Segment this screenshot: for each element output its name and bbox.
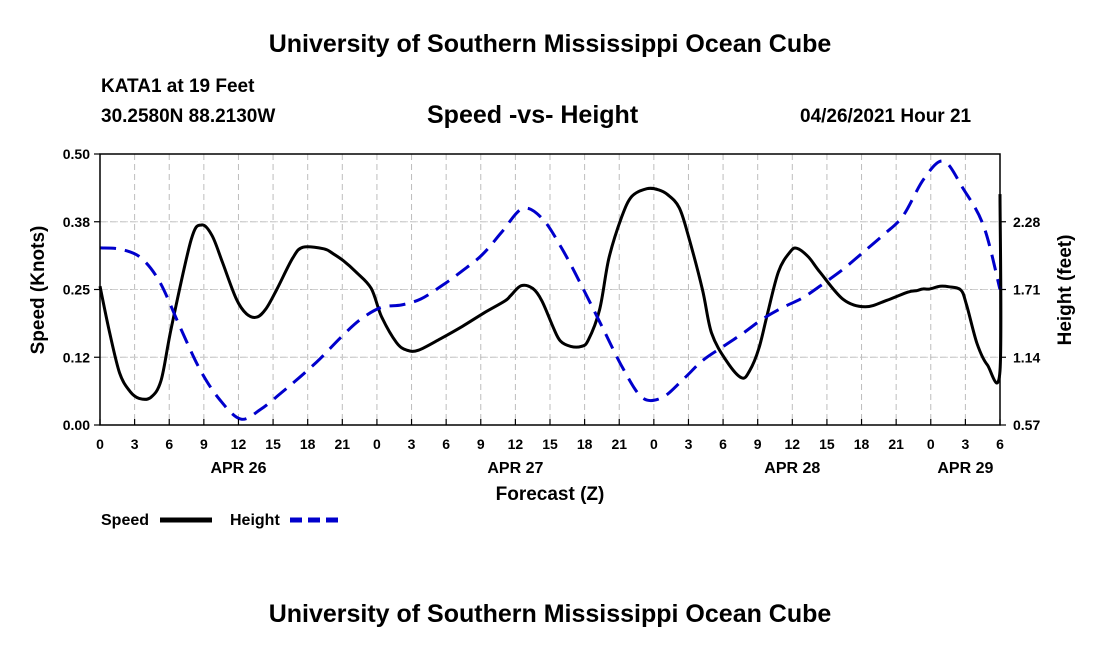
x-tick-label: 15 xyxy=(819,436,835,452)
x-tick-label: 6 xyxy=(719,436,727,452)
x-tick-label: 3 xyxy=(961,436,969,452)
y2-tick-label: 2.28 xyxy=(1013,214,1040,230)
y-tick-label: 0.25 xyxy=(63,282,90,298)
x-tick-label: 15 xyxy=(542,436,558,452)
x-tick-label: 18 xyxy=(854,436,870,452)
x-tick-label: 12 xyxy=(231,436,247,452)
y-axis-label: Speed (Knots) xyxy=(28,226,49,355)
y-tick-label: 0.38 xyxy=(63,214,90,230)
legend-label-height: Height xyxy=(230,512,280,529)
x-tick-label: 18 xyxy=(577,436,593,452)
x-tick-label: 6 xyxy=(996,436,1004,452)
day-label: APR 28 xyxy=(764,460,820,477)
x-tick-label: 12 xyxy=(785,436,801,452)
x-tick-label: 21 xyxy=(335,436,351,452)
grid xyxy=(100,154,1000,426)
y-tick-label: 0.50 xyxy=(63,146,90,162)
series-line-height xyxy=(99,159,1002,421)
x-tick-label: 3 xyxy=(685,436,693,452)
x-tick-label: 9 xyxy=(754,436,762,452)
x-axis-label: Forecast (Z) xyxy=(496,484,605,505)
y2-tick-label: 1.14 xyxy=(1013,349,1040,365)
y-tick-label: 0.12 xyxy=(63,349,90,365)
series-line-speed xyxy=(98,186,1003,401)
x-tick-label: 21 xyxy=(888,436,904,452)
x-tick-label: 15 xyxy=(265,436,281,452)
forecast-datetime: 04/26/2021 Hour 21 xyxy=(800,106,972,127)
x-tick-label: 0 xyxy=(927,436,935,452)
y2-tick-label: 1.71 xyxy=(1013,282,1040,298)
legend-label-speed: Speed xyxy=(101,512,149,529)
station-name: KATA1 at 19 Feet xyxy=(101,76,255,97)
legend: Speed Height xyxy=(101,512,342,529)
top-title: University of Southern Mississippi Ocean… xyxy=(268,30,832,58)
x-tick-label: 0 xyxy=(650,436,658,452)
station-coordinates: 30.2580N 88.2130W xyxy=(101,106,276,127)
tick-layer: 0 3 6 9 12 15 18 21 0 3 6 9 12 15 18 21 0 3 6 9 12 15 18 21 0 3 60… xyxy=(63,146,1041,477)
x-tick-label: 9 xyxy=(200,436,208,452)
x-tick-label: 9 xyxy=(477,436,485,452)
y2-tick-label: 0.57 xyxy=(1013,417,1040,433)
x-tick-label: 18 xyxy=(300,436,316,452)
y-tick-label: 0.00 xyxy=(63,417,90,433)
y2-axis-label: Height (feet) xyxy=(1055,235,1076,346)
x-tick-label: 0 xyxy=(373,436,381,452)
x-tick-label: 3 xyxy=(408,436,416,452)
day-label: APR 26 xyxy=(210,460,266,477)
day-label: APR 27 xyxy=(487,460,543,477)
x-tick-label: 21 xyxy=(611,436,627,452)
x-tick-label: 3 xyxy=(131,436,139,452)
x-tick-label: 6 xyxy=(442,436,450,452)
series-layer xyxy=(98,159,1003,421)
x-tick-label: 12 xyxy=(508,436,524,452)
x-tick-label: 0 xyxy=(96,436,104,452)
chart-title: Speed -vs- Height xyxy=(427,101,639,129)
x-tick-label: 6 xyxy=(165,436,173,452)
day-label: APR 29 xyxy=(937,460,993,477)
bottom-title: University of Southern Mississippi Ocean… xyxy=(268,600,832,628)
